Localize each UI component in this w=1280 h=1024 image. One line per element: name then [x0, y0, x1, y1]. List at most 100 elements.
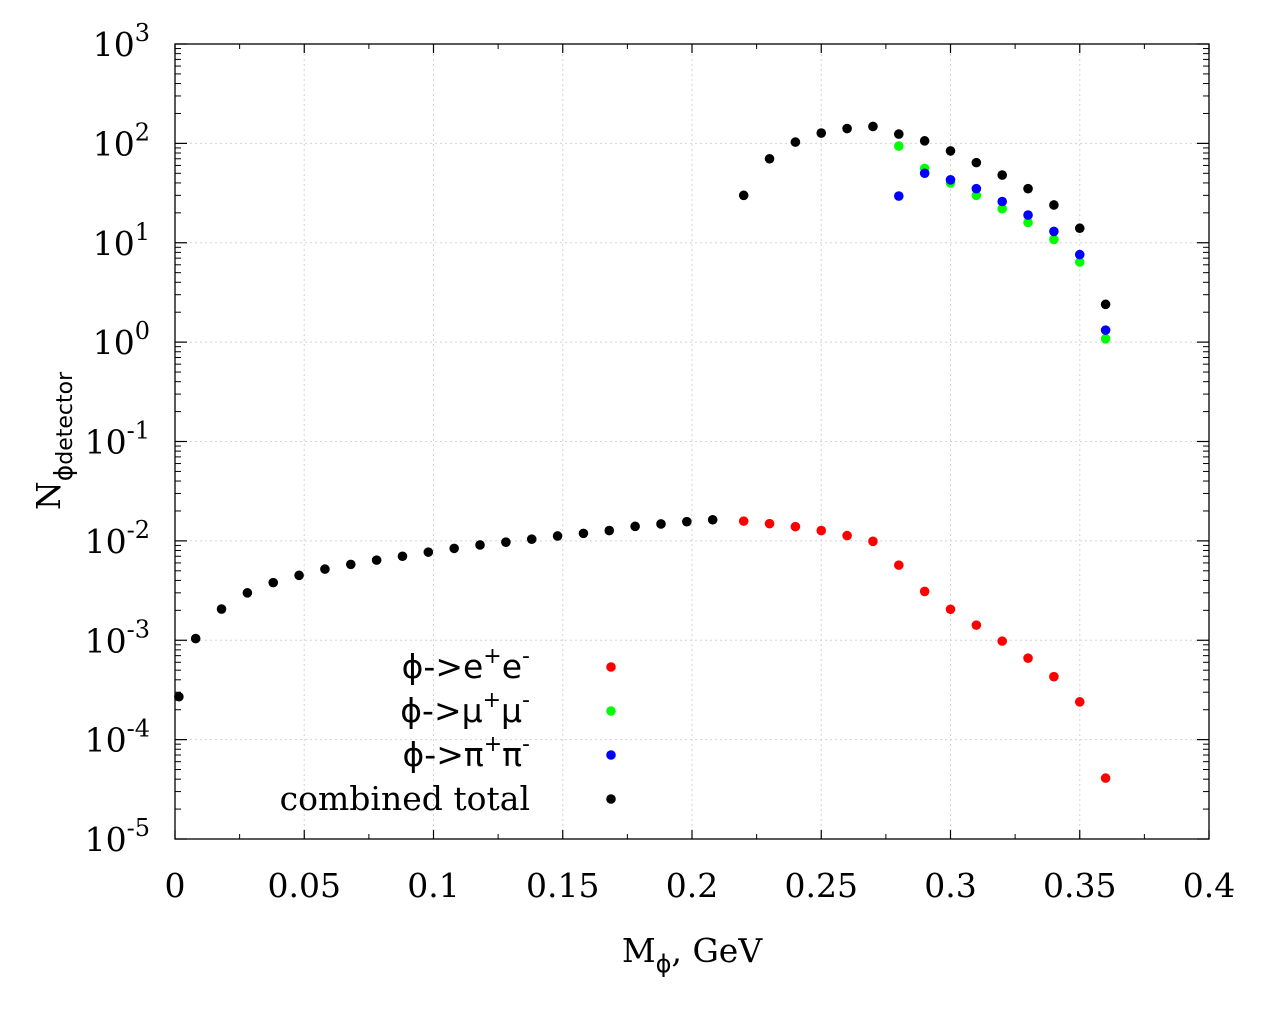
data-point-total	[320, 564, 330, 574]
data-points	[174, 121, 1111, 783]
data-point-total	[552, 531, 563, 541]
legend: ϕ->e+e-ϕ->μ+μ-ϕ->π+π-combined total	[280, 644, 616, 818]
y-tick-label: 103	[93, 19, 150, 64]
data-point-total	[423, 547, 434, 557]
y-tick-label: 10-2	[85, 516, 150, 561]
data-point-ee	[919, 586, 930, 597]
grid-lines	[175, 44, 1209, 839]
data-point-ee	[790, 521, 801, 532]
y-tick-label: 10-1	[85, 417, 150, 462]
data-point-total	[578, 528, 589, 539]
data-point-ee	[1074, 697, 1085, 707]
legend-marker-total	[606, 794, 616, 804]
data-point-mumu	[1074, 257, 1085, 267]
data-point-total	[738, 190, 749, 201]
y-tick-label: 100	[93, 317, 150, 362]
data-point-total	[816, 128, 827, 138]
data-point-pipi	[997, 196, 1007, 207]
data-point-total	[790, 137, 801, 147]
legend-label-total: combined total	[280, 779, 530, 818]
data-point-mumu	[1049, 234, 1059, 245]
data-point-ee	[971, 620, 982, 630]
data-point-mumu	[1023, 217, 1033, 228]
legend-label-mumu: ϕ->μ+μ-	[400, 688, 530, 730]
data-point-ee	[764, 518, 775, 529]
data-point-pipi	[894, 191, 904, 201]
data-point-pipi	[971, 183, 982, 194]
data-point-total	[919, 136, 930, 146]
x-tick-label: 0.1	[407, 866, 459, 905]
data-point-pipi	[1049, 226, 1059, 237]
data-point-ee	[738, 516, 749, 526]
y-tick-label: 102	[93, 118, 150, 163]
y-tick-label: 10-3	[85, 615, 150, 660]
x-tick-label: 0.3	[924, 866, 976, 905]
data-point-total	[1074, 223, 1085, 234]
y-tick-labels: 10-5 10-4 10-3 10-2 10-1 100 101 102 103	[85, 19, 150, 859]
legend-marker-pipi	[606, 750, 616, 760]
data-point-total	[216, 604, 227, 614]
legend-marker-ee	[606, 662, 616, 672]
data-point-total	[682, 516, 692, 527]
y-axis-title: Nϕdetector	[29, 371, 78, 510]
data-point-total	[242, 588, 253, 598]
data-point-total	[1100, 299, 1111, 310]
data-point-total	[1023, 183, 1033, 194]
data-point-ee	[945, 604, 956, 615]
data-point-total	[604, 525, 615, 536]
data-point-pipi	[919, 168, 930, 179]
x-tick-label: 0.4	[1183, 866, 1235, 905]
data-point-ee	[1023, 653, 1033, 663]
y-tick-label: 10-5	[85, 814, 150, 859]
data-point-total	[345, 559, 356, 570]
data-point-mumu	[971, 190, 982, 201]
data-point-total	[397, 551, 408, 562]
data-point-total	[475, 540, 485, 550]
data-point-ee	[842, 530, 852, 541]
data-point-total	[526, 534, 537, 544]
data-point-mumu	[1100, 334, 1111, 344]
x-tick-label: 0.35	[1043, 866, 1116, 905]
data-point-ee	[816, 525, 827, 536]
legend-marker-mumu	[606, 706, 616, 716]
data-point-ee	[997, 636, 1007, 646]
x-tick-labels: 0 0.05 0.1 0.15 0.2 0.25 0.3 0.35 0.4	[165, 866, 1236, 905]
y-tick-label: 10-4	[85, 715, 150, 760]
data-point-ee	[1100, 773, 1111, 783]
data-point-total	[371, 555, 382, 565]
y-tick-label: 101	[93, 218, 150, 263]
data-point-mumu	[894, 141, 904, 151]
x-axis-title: Mϕ, GeV	[622, 931, 764, 978]
data-point-total	[1049, 200, 1059, 210]
data-point-total	[868, 121, 878, 132]
series-total	[174, 121, 1111, 702]
data-point-total	[656, 519, 666, 529]
data-point-total	[174, 691, 184, 702]
data-point-total	[294, 570, 304, 581]
legend-label-pipi: ϕ->π+π-	[403, 732, 530, 774]
axis-ticks	[174, 43, 1210, 840]
legend-label-ee: ϕ->e+e-	[402, 644, 530, 686]
data-point-total	[707, 514, 718, 525]
data-point-total	[971, 157, 982, 168]
data-point-ee	[868, 536, 878, 547]
x-tick-label: 0.05	[268, 866, 341, 905]
data-point-ee	[1049, 671, 1059, 682]
series-pipi	[894, 168, 1111, 335]
data-point-pipi	[1074, 249, 1085, 260]
x-tick-label: 0.25	[785, 866, 858, 905]
series-ee	[738, 516, 1111, 783]
data-point-total	[190, 633, 201, 644]
data-point-total	[997, 170, 1007, 180]
data-point-total	[945, 146, 956, 156]
x-tick-label: 0.2	[666, 866, 718, 905]
data-point-total	[894, 129, 904, 139]
data-point-total	[449, 543, 459, 554]
data-point-total	[268, 577, 279, 588]
x-tick-label: 0	[165, 866, 186, 905]
data-point-pipi	[1023, 210, 1033, 220]
data-point-mumu	[997, 203, 1007, 214]
data-point-total	[501, 537, 511, 547]
data-point-ee	[894, 560, 904, 570]
